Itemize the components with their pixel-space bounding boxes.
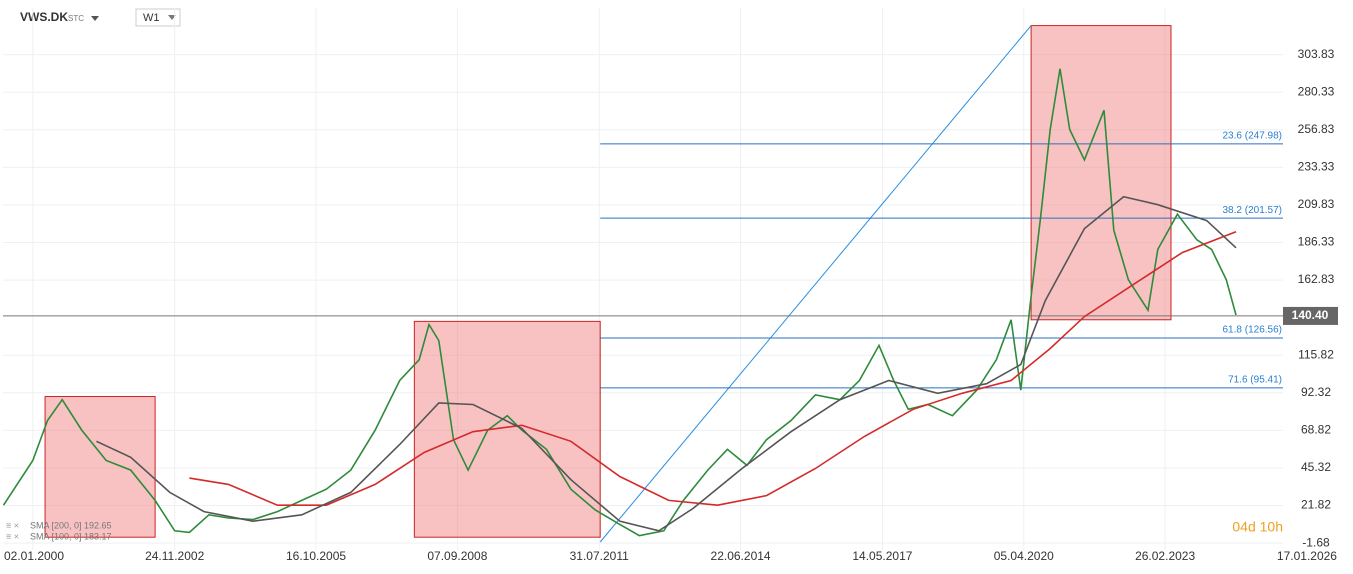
highlight-box [44, 396, 156, 538]
y-tick-label: 303.83 [1298, 47, 1335, 61]
series-line [189, 231, 1237, 507]
y-tick-label: 162.83 [1298, 272, 1335, 286]
countdown: 04d 10h [1232, 519, 1283, 535]
fib-label: 61.8 (126.56) [1223, 325, 1283, 336]
legend-entry[interactable]: SMA [200, 0] 192.65 [30, 520, 112, 530]
y-tick-label: 233.33 [1298, 160, 1335, 174]
y-tick-label: 68.82 [1301, 423, 1331, 437]
x-tick-label: 26.02.2023 [1135, 549, 1195, 563]
legend-icon: ≡ × [6, 520, 19, 530]
last-price-box [1283, 306, 1338, 325]
timeframe-dropdown[interactable] [168, 15, 176, 20]
series-line [2, 68, 1237, 537]
y-tick-label: 256.83 [1298, 122, 1335, 136]
x-tick-label: 14.05.2017 [852, 549, 912, 563]
x-tick-label: 17.01.2026 [1277, 549, 1337, 563]
symbol-type: STC [68, 14, 84, 23]
timeframe-box[interactable] [135, 8, 181, 27]
x-tick-label: 22.06.2014 [711, 549, 771, 563]
fib-label: 71.6 (95.41) [1228, 375, 1282, 386]
y-tick-label: -1.68 [1302, 535, 1330, 549]
x-tick-label: 31.07.2011 [570, 549, 629, 563]
symbol-dropdown[interactable] [91, 16, 99, 21]
y-tick-label: 115.82 [1298, 347, 1334, 361]
fib-label: 23.6 (247.98) [1223, 131, 1283, 142]
last-price-label: 140.40 [1292, 308, 1329, 322]
y-tick-label: 280.33 [1298, 84, 1335, 98]
y-tick-label: 186.33 [1298, 235, 1335, 249]
x-tick-label: 02.01.2000 [4, 549, 64, 563]
highlight-box [413, 320, 601, 538]
x-tick-label: 05.04.2020 [994, 549, 1054, 563]
legend-entry[interactable]: SMA [100, 0] 183.17 [30, 531, 112, 541]
y-tick-label: 92.32 [1301, 385, 1331, 399]
fib-label: 38.2 (201.57) [1223, 205, 1283, 216]
series-line [96, 195, 1237, 532]
legend-icon: ≡ × [6, 531, 19, 541]
trend-line [599, 25, 1032, 543]
timeframe[interactable]: W1 [143, 12, 160, 24]
y-tick-label: 21.82 [1301, 498, 1331, 512]
x-tick-label: 16.10.2005 [286, 549, 346, 563]
x-tick-label: 24.11.2002 [145, 549, 204, 563]
x-tick-label: 07.09.2008 [427, 549, 487, 563]
y-tick-label: 209.83 [1298, 197, 1335, 211]
highlight-box [1030, 25, 1172, 321]
symbol[interactable]: VWS.DK [20, 10, 68, 24]
y-tick-label: 45.32 [1301, 460, 1331, 474]
